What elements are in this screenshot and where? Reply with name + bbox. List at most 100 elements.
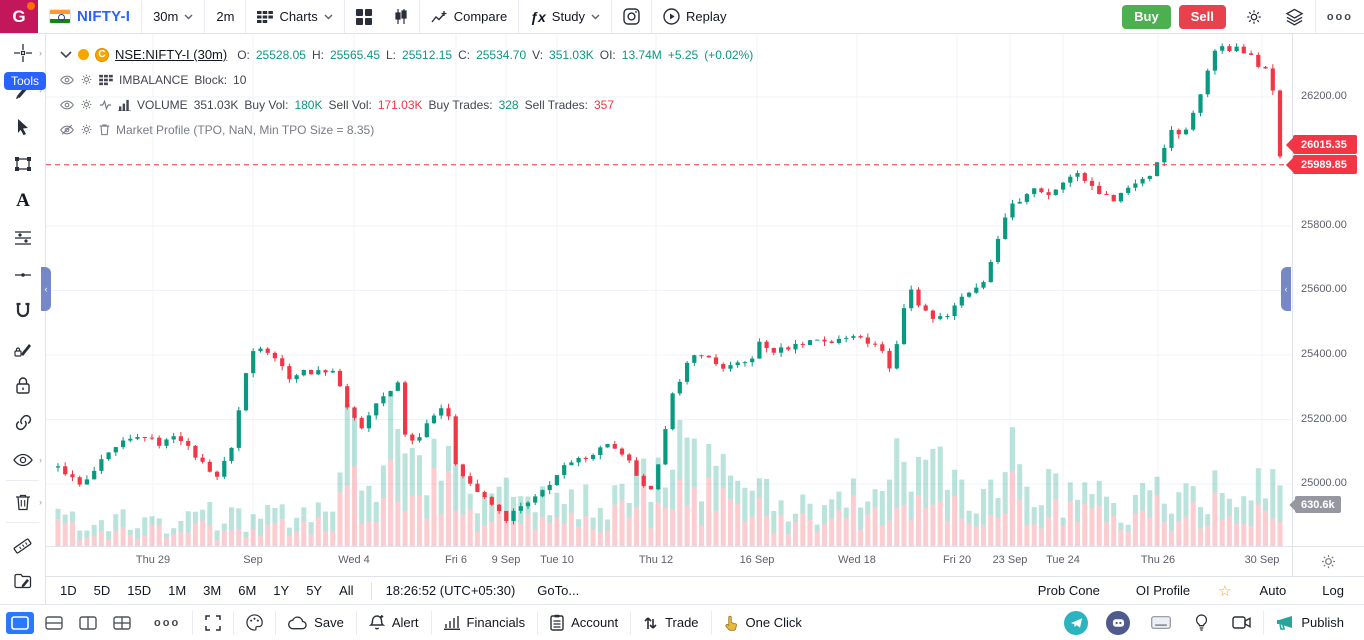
timeframe-1d[interactable]: 1D [60, 583, 77, 598]
layout-hsplit-button[interactable] [40, 612, 68, 634]
timeframe-5d[interactable]: 5D [93, 583, 111, 598]
one-click-button[interactable]: One Click [712, 605, 814, 640]
replay-button[interactable]: Replay [652, 0, 737, 33]
buy-button[interactable]: Buy [1122, 4, 1171, 29]
pattern-tool[interactable] [0, 256, 46, 293]
account-button[interactable]: Account [538, 605, 630, 640]
timeframe-5y[interactable]: 5Y [306, 583, 323, 598]
legend-volume-row: VOLUME 351.03K Buy Vol: 180K Sell Vol: 171… [60, 92, 753, 117]
layers-button[interactable] [1274, 0, 1315, 33]
chart-style-button[interactable] [383, 0, 419, 33]
secondary-interval-value: 2m [216, 9, 235, 24]
compare-button[interactable]: Compare [420, 0, 518, 33]
compare-icon [431, 10, 448, 24]
layout-quad-button[interactable] [108, 612, 136, 634]
last-price-tag: 26015.35 [1293, 135, 1357, 155]
timeframe-6m[interactable]: 6M [238, 583, 257, 598]
price-axis[interactable]: 26015.35 25989.85 630.6k 26200.00 25800.0… [1292, 34, 1364, 546]
crosshair-tool[interactable]: › [0, 34, 46, 71]
study-settings-gear-icon[interactable] [80, 98, 93, 111]
time-axis-label: Tue 10 [540, 554, 574, 566]
lock-drawings-tool[interactable] [0, 367, 46, 404]
chat-bot-icon[interactable] [1106, 610, 1131, 635]
tool-expand-chevron[interactable]: › [39, 496, 42, 507]
video-button[interactable] [1220, 605, 1263, 640]
timeframe-1m[interactable]: 1M [168, 583, 187, 598]
layers-icon [1285, 8, 1304, 26]
sell-trades-label: Sell Trades: [524, 97, 588, 112]
secondary-interval-button[interactable]: 2m [205, 0, 245, 33]
rectangle-tool[interactable] [0, 145, 46, 182]
study-dropdown[interactable]: ƒx Study [519, 0, 611, 33]
visibility-eye-icon[interactable] [60, 100, 74, 110]
trade-button[interactable]: Trade [631, 605, 710, 640]
log-scale-toggle[interactable]: Log [1322, 583, 1344, 598]
visibility-eye-off-icon[interactable] [60, 124, 74, 136]
market-status-dot-icon [78, 49, 89, 60]
timeframe-15d[interactable]: 15D [127, 583, 152, 598]
price-axis-label: 26200.00 [1301, 89, 1347, 102]
ideas-button[interactable] [1183, 605, 1220, 640]
series-title[interactable]: NSE:NIFTY-I (30m) [115, 47, 228, 62]
time-axis[interactable]: Thu 29 Sep Wed 4 Fri 6 9 Sep Tue 10 Thu 12 16 S… [46, 546, 1292, 576]
cursor-tool[interactable] [0, 108, 46, 145]
market-profile-name: Market Profile (TPO, NaN, Min TPO Size =… [116, 122, 375, 137]
snapshot-button[interactable] [612, 0, 651, 33]
drawing-mode-lock-tool[interactable] [0, 330, 46, 367]
alert-button[interactable]: Alert [357, 605, 431, 640]
charts-dropdown[interactable]: Charts [246, 0, 343, 33]
visibility-eye-icon[interactable] [60, 75, 74, 85]
fib-retracement-tool[interactable] [0, 219, 46, 256]
settings-button[interactable] [1234, 0, 1274, 33]
hide-drawings-tool[interactable]: › [0, 441, 46, 478]
text-tool[interactable]: A [0, 182, 46, 219]
fullscreen-button[interactable] [193, 605, 233, 640]
imbalance-block-value: 10 [233, 72, 247, 87]
axis-settings-corner[interactable] [1292, 546, 1364, 576]
time-axis-label: 9 Sep [491, 554, 521, 566]
delete-study-trash-icon[interactable] [99, 123, 110, 136]
favorite-star-icon[interactable]: ☆ [1218, 582, 1232, 600]
financials-button[interactable]: Financials [432, 605, 538, 640]
gear-icon [1245, 8, 1263, 26]
tool-expand-chevron[interactable]: › [39, 454, 42, 465]
oi-profile-button[interactable]: OI Profile [1135, 583, 1191, 598]
study-settings-gear-icon[interactable] [80, 73, 93, 86]
close-value: 25534.70 [476, 47, 527, 62]
save-label: Save [314, 615, 344, 630]
save-button[interactable]: Save [276, 605, 356, 640]
timeframe-all[interactable]: All [339, 583, 354, 598]
collapse-chevron-icon[interactable] [60, 50, 72, 59]
layout-grid-button[interactable] [345, 0, 383, 33]
object-tree-tool[interactable] [0, 562, 46, 599]
magnet-tool[interactable] [0, 293, 46, 330]
prob-cone-button[interactable]: Prob Cone [1037, 583, 1100, 598]
goto-button[interactable]: GoTo... [537, 583, 580, 598]
keyboard-shortcuts-button[interactable] [1139, 605, 1183, 640]
measure-tool[interactable] [0, 525, 46, 562]
tool-expand-chevron[interactable]: › [39, 47, 42, 58]
publish-button[interactable]: Publish [1264, 605, 1356, 640]
app-logo[interactable]: G [0, 0, 38, 33]
symbol-button[interactable]: NIFTY-I [38, 0, 141, 33]
layout-vsplit-button[interactable] [74, 612, 102, 634]
panel-collapse-handle[interactable]: ‹ [1281, 267, 1291, 311]
interval-dropdown[interactable]: 30m [142, 0, 204, 33]
theme-button[interactable] [234, 605, 275, 640]
chart-plot-area[interactable]: C NSE:NIFTY-I (30m) O: 25528.05 H: 25565.4… [46, 34, 1292, 546]
sidebar-collapse-handle[interactable]: ‹ [41, 267, 51, 311]
timeframe-3m[interactable]: 3M [203, 583, 222, 598]
remove-drawings-tool[interactable]: › [0, 483, 46, 520]
telegram-icon[interactable] [1064, 610, 1089, 635]
more-layouts-button[interactable]: ooo [142, 605, 192, 640]
auto-scale-toggle[interactable]: Auto [1259, 583, 1287, 598]
clock-display[interactable]: 18:26:52 (UTC+05:30) [385, 583, 516, 598]
link-intervals-tool[interactable] [0, 404, 46, 441]
more-options-button[interactable]: ooo [1316, 0, 1364, 33]
notification-dot-icon [27, 2, 35, 10]
timeframe-1y[interactable]: 1Y [273, 583, 290, 598]
layout-single-button[interactable] [6, 611, 34, 634]
study-settings-gear-icon[interactable] [80, 123, 93, 136]
grid-layout-icon [355, 8, 372, 25]
sell-button[interactable]: Sell [1178, 4, 1226, 29]
